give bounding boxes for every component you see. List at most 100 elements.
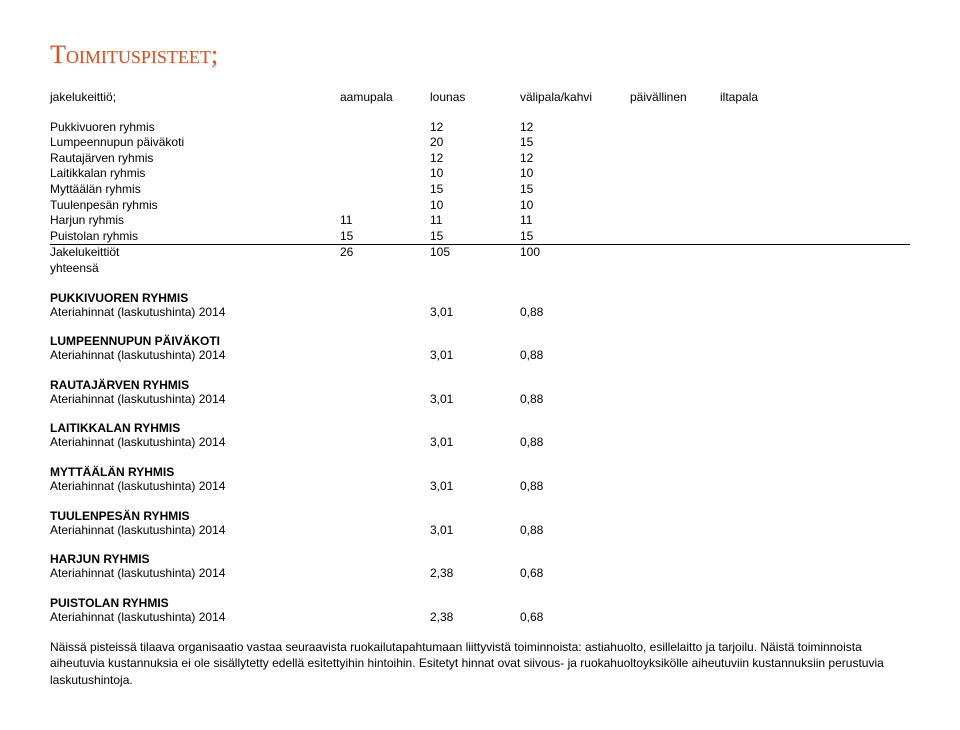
price-label: Ateriahinnat (laskutushinta) 2014 [50, 305, 340, 321]
row-e [720, 151, 810, 167]
price-label: Ateriahinnat (laskutushinta) 2014 [50, 610, 340, 626]
row-b: 15 [430, 229, 520, 245]
row-a: 11 [340, 213, 430, 229]
total-b: 105 [430, 245, 520, 261]
row-d [630, 182, 720, 198]
price-c: 0,88 [520, 305, 630, 321]
price-c: 0,88 [520, 523, 630, 539]
row-c: 15 [520, 229, 630, 245]
row-b: 15 [430, 182, 520, 198]
price-row: Ateriahinnat (laskutushinta) 2014 2,380,6… [50, 610, 910, 626]
row-e [720, 213, 810, 229]
delivery-row: Myttäälän ryhmis 1515 [50, 182, 910, 198]
row-b: 11 [430, 213, 520, 229]
col-iltapala: iltapala [720, 90, 810, 106]
total-row: Jakelukeittiöt 26 105 100 [50, 245, 910, 261]
row-e [720, 229, 810, 245]
price-row: Ateriahinnat (laskutushinta) 20143,010,8… [50, 523, 910, 539]
price-c: 0,88 [520, 479, 630, 495]
row-b: 12 [430, 151, 520, 167]
row-label: Harjun ryhmis [50, 213, 340, 229]
row-label: Myttäälän ryhmis [50, 182, 340, 198]
row-a [340, 198, 430, 214]
total-c: 100 [520, 245, 630, 261]
price-row: Ateriahinnat (laskutushinta) 20143,010,8… [50, 479, 910, 495]
section-heading: MYTTÄÄLÄN RYHMIS [50, 465, 910, 479]
page-title: Toimituspisteet; [50, 40, 910, 70]
section-heading: HARJUN RYHMIS [50, 552, 910, 566]
total-label2: yhteensä [50, 261, 340, 277]
price-b: 3,01 [430, 479, 520, 495]
price-c: 0,68 [520, 566, 630, 582]
section-heading: LUMPEENNUPUN PÄIVÄKOTI [50, 334, 910, 348]
section-heading: PUKKIVUOREN RYHMIS [50, 291, 910, 305]
row-b: 10 [430, 166, 520, 182]
price-row: Ateriahinnat (laskutushinta) 2014 2,380,6… [50, 566, 910, 582]
row-d [630, 229, 720, 245]
col-valipala: välipala/kahvi [520, 90, 630, 106]
section-heading: PUISTOLAN RYHMIS [50, 596, 910, 610]
price-label: Ateriahinnat (laskutushinta) 2014 [50, 392, 340, 408]
row-e [720, 120, 810, 136]
price-b: 3,01 [430, 523, 520, 539]
footer-text: Näissä pisteissä tilaava organisaatio va… [50, 639, 910, 688]
price-row: Ateriahinnat (laskutushinta) 2014 3,010,8… [50, 305, 910, 321]
row-c: 15 [520, 182, 630, 198]
price-b: 3,01 [430, 392, 520, 408]
row-d [630, 135, 720, 151]
price-c: 0,88 [520, 348, 630, 364]
row-c: 10 [520, 198, 630, 214]
row-d [630, 151, 720, 167]
delivery-row: Laitikkalan ryhmis1010 [50, 166, 910, 182]
price-b: 2,38 [430, 610, 520, 626]
row-e [720, 135, 810, 151]
row-a: 15 [340, 229, 430, 245]
row-d [630, 198, 720, 214]
price-row: Ateriahinnat (laskutushinta) 2014 3,010,8… [50, 348, 910, 364]
price-c: 0,88 [520, 435, 630, 451]
row-d [630, 213, 720, 229]
col-paivallinen: päivällinen [630, 90, 720, 106]
row-b: 10 [430, 198, 520, 214]
row-label: Puistolan ryhmis [50, 229, 340, 245]
row-a [340, 166, 430, 182]
row-c: 15 [520, 135, 630, 151]
total-a: 26 [340, 245, 430, 261]
row-label: Tuulenpesän ryhmis [50, 198, 340, 214]
delivery-row: Rautajärven ryhmis 1212 [50, 151, 910, 167]
price-b: 3,01 [430, 305, 520, 321]
price-b: 2,38 [430, 566, 520, 582]
delivery-row: Tuulenpesän ryhmis 1010 [50, 198, 910, 214]
row-a [340, 135, 430, 151]
price-c: 0,68 [520, 610, 630, 626]
row-c: 10 [520, 166, 630, 182]
section-heading: RAUTAJÄRVEN RYHMIS [50, 378, 910, 392]
price-b: 3,01 [430, 435, 520, 451]
section-heading: LAITIKKALAN RYHMIS [50, 421, 910, 435]
row-d [630, 166, 720, 182]
total-label1: Jakelukeittiöt [50, 245, 340, 261]
total-row2: yhteensä [50, 261, 910, 277]
col-aamupala: aamupala [340, 90, 430, 106]
row-b: 12 [430, 120, 520, 136]
price-c: 0,88 [520, 392, 630, 408]
row-e [720, 198, 810, 214]
row-a [340, 182, 430, 198]
col-lounas: lounas [430, 90, 520, 106]
row-label: Lumpeennupun päiväkoti [50, 135, 340, 151]
price-row: Ateriahinnat (laskutushinta) 2014 3,010,8… [50, 392, 910, 408]
row-a [340, 151, 430, 167]
row-e [720, 182, 810, 198]
row-label: Rautajärven ryhmis [50, 151, 340, 167]
section-heading: TUULENPESÄN RYHMIS [50, 509, 910, 523]
price-label: Ateriahinnat (laskutushinta) 2014 [50, 348, 340, 364]
row-e [720, 166, 810, 182]
row-a [340, 120, 430, 136]
price-label: Ateriahinnat (laskutushinta) 2014 [50, 566, 340, 582]
header-row: jakelukeittiö; aamupala lounas välipala/… [50, 90, 910, 106]
row-c: 12 [520, 120, 630, 136]
delivery-row: Lumpeennupun päiväkoti2015 [50, 135, 910, 151]
row-c: 12 [520, 151, 630, 167]
price-b: 3,01 [430, 348, 520, 364]
row-d [630, 120, 720, 136]
